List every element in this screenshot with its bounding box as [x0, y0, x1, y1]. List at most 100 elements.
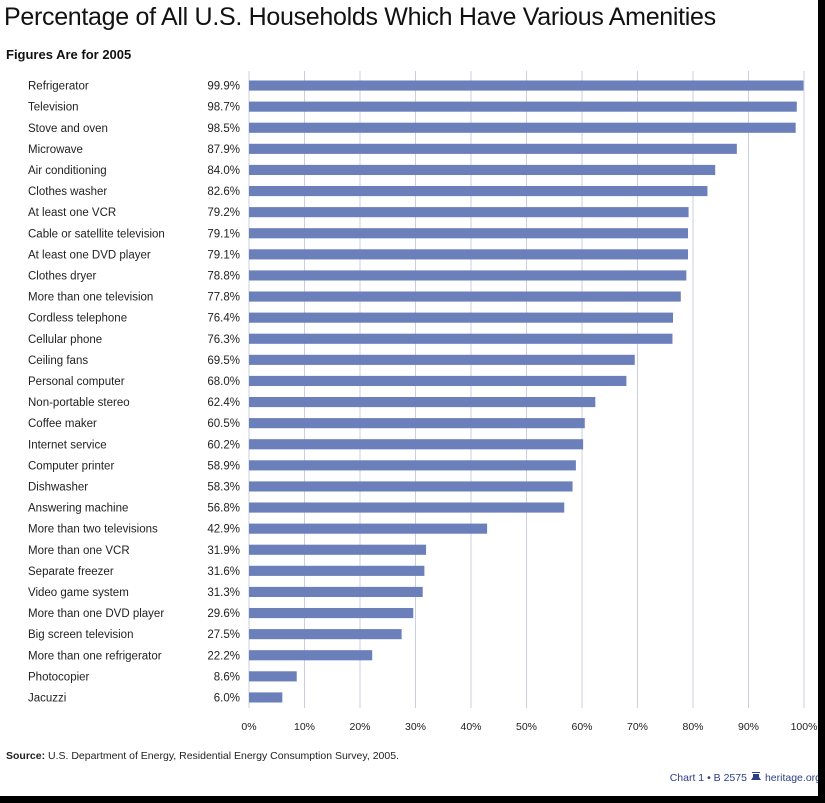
category-label: Coffee maker	[28, 418, 97, 430]
value-labels: 99.9% 98.7% 98.5% 87.9% 84.0% 82.6% 79.2% 79.1%…	[207, 81, 240, 705]
x-tick-label: 60%	[571, 721, 592, 733]
category-label: Dishwasher	[28, 481, 88, 493]
category-label: Non-portable stereo	[28, 397, 130, 409]
bar	[249, 80, 804, 91]
bar	[249, 671, 297, 682]
category-label: Computer printer	[28, 460, 114, 472]
value-label: 62.4%	[207, 397, 240, 409]
chart-credit: Chart 1 • B 2575 heritage.org	[670, 771, 821, 784]
category-label: Answering machine	[28, 503, 128, 515]
category-label: Internet service	[28, 439, 107, 451]
source-text: U.S. Department of Energy, Residential E…	[48, 750, 399, 762]
value-label: 60.5%	[207, 418, 240, 430]
value-label: 98.7%	[207, 102, 240, 114]
value-label: 82.6%	[207, 186, 240, 198]
value-label: 42.9%	[207, 524, 240, 536]
bar	[249, 629, 402, 640]
category-label: Cellular phone	[28, 334, 102, 346]
bar	[249, 312, 674, 323]
source-label: Source:	[6, 750, 46, 762]
x-tick-label: 80%	[682, 721, 703, 733]
value-label: 31.9%	[207, 545, 240, 557]
value-label: 31.6%	[207, 566, 240, 578]
bar	[249, 291, 681, 302]
value-label: 79.2%	[207, 207, 240, 219]
gridlines	[248, 71, 805, 708]
category-label: Refrigerator	[28, 81, 89, 93]
category-label: At least one VCR	[28, 207, 116, 219]
value-label: 68.0%	[207, 376, 240, 388]
bar	[249, 270, 687, 281]
value-label: 27.5%	[207, 629, 240, 641]
value-label: 98.5%	[207, 123, 240, 135]
bar	[249, 207, 689, 218]
category-label: Microwave	[28, 144, 83, 156]
value-label: 6.0%	[214, 692, 240, 704]
category-label: Photocopier	[28, 671, 90, 683]
bar	[249, 164, 716, 176]
x-tick-label: 0%	[241, 721, 256, 733]
value-label: 99.9%	[207, 81, 240, 93]
bar	[249, 586, 423, 598]
bar	[249, 692, 283, 703]
value-label: 77.8%	[207, 292, 240, 304]
x-tick-label: 90%	[738, 721, 759, 733]
category-label: More than one VCR	[28, 545, 130, 557]
bar	[249, 396, 596, 408]
category-label: More than one DVD player	[28, 608, 164, 620]
bar	[249, 481, 573, 492]
value-label: 69.5%	[207, 355, 240, 367]
value-label: 76.4%	[207, 313, 240, 325]
value-label: 58.9%	[207, 460, 240, 472]
bar	[249, 333, 673, 344]
value-label: 8.6%	[214, 671, 240, 683]
value-label: 84.0%	[207, 165, 240, 177]
category-label: Cordless telephone	[28, 313, 127, 325]
bar	[249, 418, 585, 429]
bar	[249, 544, 427, 555]
value-label: 87.9%	[207, 144, 240, 156]
category-label: At least one DVD player	[28, 249, 151, 261]
bar	[249, 460, 576, 471]
bar	[249, 122, 796, 133]
bar	[249, 565, 425, 576]
category-label: Air conditioning	[28, 165, 107, 177]
source-note: Source: U.S. Department of Energy, Resid…	[6, 750, 399, 762]
x-tick-label: 30%	[405, 721, 426, 733]
bar	[249, 502, 565, 513]
bar	[249, 439, 584, 450]
x-tick-label: 70%	[627, 721, 648, 733]
category-label: Big screen television	[28, 629, 133, 641]
bar	[249, 143, 737, 154]
category-label: More than two televisions	[28, 524, 158, 536]
x-tick-label: 10%	[294, 721, 315, 733]
value-label: 76.3%	[207, 334, 240, 346]
value-label: 79.1%	[207, 228, 240, 240]
frame-edge-bottom	[0, 796, 825, 803]
category-label: More than one television	[28, 292, 153, 304]
site-name[interactable]: heritage.org	[764, 772, 821, 784]
category-label: Stove and oven	[28, 123, 108, 135]
x-tick-label: 100%	[791, 721, 818, 733]
category-label: Jacuzzi	[28, 692, 66, 704]
bar	[249, 228, 689, 239]
value-label: 58.3%	[207, 481, 240, 493]
value-label: 79.1%	[207, 249, 240, 261]
category-label: Personal computer	[28, 376, 125, 388]
category-label: Clothes dryer	[28, 270, 97, 282]
x-tick-label: 40%	[460, 721, 481, 733]
bar	[249, 185, 708, 197]
frame-edge-right	[818, 0, 825, 803]
category-label: Cable or satellite television	[28, 228, 165, 240]
value-label: 29.6%	[207, 608, 240, 620]
value-label: 56.8%	[207, 503, 240, 515]
category-label: Separate freezer	[28, 566, 114, 578]
category-label: Ceiling fans	[28, 355, 88, 367]
bar	[249, 650, 373, 661]
chart-subtitle: Figures Are for 2005	[6, 47, 132, 62]
value-label: 60.2%	[207, 439, 240, 451]
heritage-bell-icon	[750, 771, 762, 784]
x-axis-ticks: 0% 10% 20% 30% 40% 50% 60% 70% 80% 90% 100%	[241, 721, 817, 733]
chart-reference: Chart 1 • B 2575	[669, 772, 747, 784]
